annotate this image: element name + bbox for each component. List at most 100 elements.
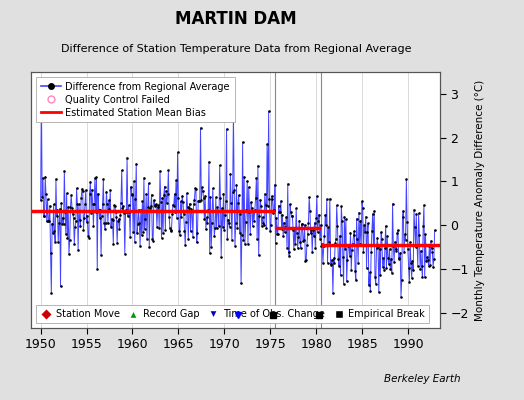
Point <box>45 218 53 225</box>
Point <box>307 227 315 233</box>
Point <box>50 228 59 234</box>
Point <box>38 194 46 200</box>
Point <box>81 201 89 207</box>
Point <box>373 235 381 241</box>
Point <box>254 162 262 169</box>
Point <box>215 162 224 168</box>
Point <box>213 204 222 211</box>
Point <box>190 201 198 208</box>
Point <box>358 205 367 211</box>
Point <box>283 244 291 251</box>
Point <box>315 212 323 218</box>
Point <box>395 255 403 262</box>
Point <box>63 235 72 241</box>
Point <box>241 240 249 247</box>
Point <box>303 242 311 249</box>
Point <box>327 262 335 268</box>
Point <box>316 222 325 228</box>
Point <box>340 214 348 220</box>
Point <box>355 209 363 216</box>
Point <box>80 215 89 221</box>
Point <box>323 196 331 202</box>
Point <box>382 265 390 271</box>
Point <box>65 251 73 258</box>
Point <box>159 230 167 236</box>
Point <box>48 220 56 227</box>
Point <box>90 200 99 207</box>
Point <box>187 206 195 212</box>
Point <box>219 224 227 230</box>
Point <box>115 226 124 232</box>
Point <box>336 272 345 278</box>
Point <box>368 228 376 234</box>
Point <box>328 256 336 263</box>
Point <box>361 229 369 236</box>
Point <box>320 232 329 239</box>
Point <box>75 217 84 223</box>
Point <box>191 185 199 192</box>
Point <box>247 199 255 206</box>
Point <box>414 210 423 216</box>
Point <box>360 222 368 228</box>
Point <box>427 238 435 244</box>
Point <box>396 250 405 256</box>
Point <box>334 256 343 262</box>
Point <box>269 210 277 216</box>
Point <box>49 230 57 236</box>
Point <box>386 266 395 272</box>
Point <box>380 266 388 273</box>
Point <box>417 248 425 254</box>
Point <box>225 223 234 230</box>
Point <box>66 237 74 244</box>
Point <box>374 244 382 250</box>
Point <box>255 212 264 219</box>
Point <box>408 258 417 264</box>
Point <box>195 198 203 204</box>
Point <box>359 249 368 255</box>
Point <box>62 231 70 238</box>
Point <box>190 197 199 203</box>
Point <box>165 214 173 220</box>
Point <box>423 256 432 263</box>
Point <box>152 201 160 208</box>
Point <box>130 178 138 184</box>
Point <box>85 234 93 241</box>
Point <box>202 226 210 232</box>
Point <box>392 248 400 255</box>
Point <box>394 227 402 233</box>
Point <box>288 213 297 219</box>
Point <box>408 274 416 281</box>
Point <box>94 206 103 213</box>
Point <box>118 205 127 211</box>
Point <box>67 192 75 198</box>
Point <box>405 264 413 271</box>
Point <box>137 207 145 214</box>
Point <box>236 210 245 217</box>
Point <box>280 219 288 226</box>
Point <box>74 247 82 253</box>
Point <box>56 283 64 290</box>
Point <box>278 212 287 218</box>
Point <box>104 197 113 204</box>
Point <box>142 191 150 197</box>
Point <box>161 227 170 233</box>
Point <box>69 211 77 217</box>
Point <box>295 218 303 224</box>
Point <box>162 200 171 206</box>
Point <box>216 195 225 202</box>
Point <box>245 209 254 215</box>
Point <box>260 191 269 197</box>
Point <box>200 195 208 201</box>
Point <box>57 200 66 206</box>
Point <box>137 232 146 238</box>
Point <box>86 178 94 185</box>
Point <box>294 234 303 240</box>
Point <box>175 228 183 234</box>
Point <box>333 222 342 229</box>
Point <box>140 175 148 181</box>
Point <box>54 239 62 246</box>
Point <box>212 225 221 231</box>
Point <box>314 218 323 224</box>
Point <box>405 279 413 285</box>
Point <box>362 214 370 220</box>
